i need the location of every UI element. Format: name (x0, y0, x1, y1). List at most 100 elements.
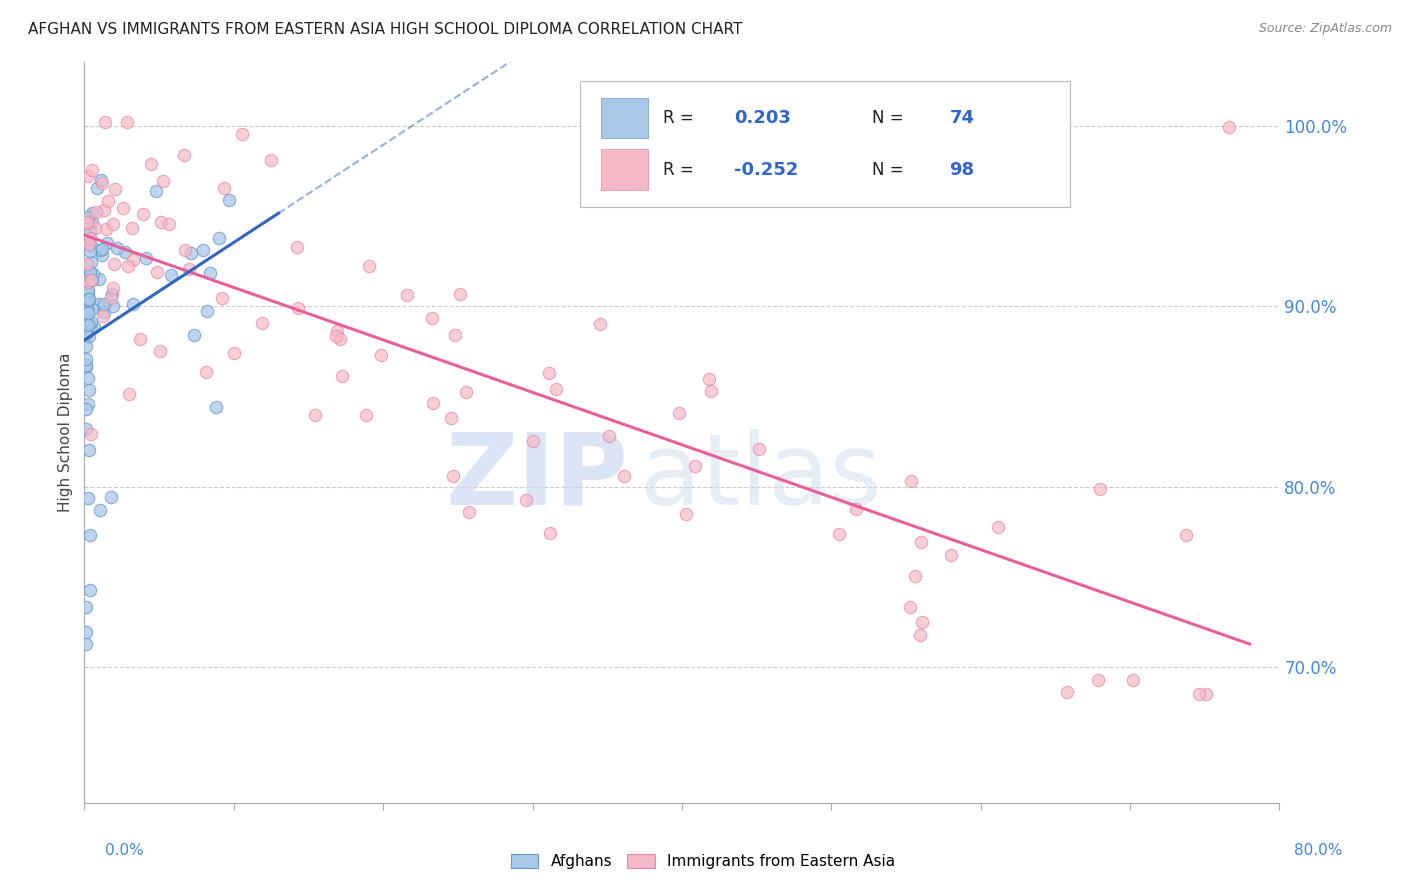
Point (195, 303, 218, 318)
Point (420, 310, 443, 325)
Text: N =: N = (872, 109, 908, 127)
Point (93, 203, 115, 218)
Point (76, 302, 98, 317)
Point (91, 310, 114, 324)
Point (1175, 528, 1198, 542)
Point (90, 173, 112, 187)
Point (76, 216, 98, 230)
Point (900, 475, 922, 489)
Point (77, 305, 100, 319)
Point (441, 468, 464, 483)
Point (675, 508, 697, 522)
Point (538, 526, 561, 541)
Point (82, 214, 104, 228)
Point (1056, 685, 1078, 699)
Point (212, 181, 235, 195)
Point (326, 325, 349, 339)
Point (103, 280, 125, 294)
Point (80, 301, 103, 316)
Text: 0.203: 0.203 (734, 109, 792, 127)
Point (121, 252, 143, 267)
Point (76, 257, 98, 271)
Point (145, 184, 167, 198)
Point (325, 329, 347, 343)
Point (173, 148, 195, 162)
Point (613, 469, 636, 483)
Point (80, 315, 103, 329)
Point (195, 365, 218, 379)
Point (911, 615, 934, 630)
Point (114, 244, 136, 259)
Point (77, 317, 100, 331)
Point (422, 396, 444, 410)
Point (589, 317, 612, 331)
Point (77, 268, 100, 282)
Text: R =: R = (662, 161, 699, 178)
Point (101, 299, 124, 313)
Point (77, 275, 100, 289)
Point (218, 193, 240, 207)
Point (96, 236, 118, 251)
Point (939, 548, 962, 562)
Point (80, 426, 103, 441)
Point (79, 265, 101, 279)
Point (76, 285, 98, 299)
Point (1218, 120, 1240, 135)
Point (75, 360, 97, 375)
Point (77, 328, 100, 343)
Point (76, 267, 98, 281)
Point (370, 348, 392, 362)
Point (1088, 482, 1111, 496)
Point (76, 293, 98, 307)
Text: Source: ZipAtlas.com: Source: ZipAtlas.com (1258, 22, 1392, 36)
Point (697, 372, 720, 386)
Point (1087, 673, 1109, 687)
Point (354, 409, 377, 423)
Point (77, 491, 100, 506)
Point (456, 384, 478, 399)
Point (76, 283, 98, 297)
Point (97, 194, 120, 208)
Point (537, 366, 560, 380)
Point (148, 343, 170, 358)
Point (75, 600, 97, 615)
Point (121, 221, 143, 235)
Y-axis label: High School Diploma: High School Diploma (58, 353, 73, 512)
Point (79, 582, 101, 597)
Text: 0.0%: 0.0% (105, 843, 145, 858)
Point (82, 206, 104, 220)
Point (157, 217, 180, 231)
Point (135, 252, 157, 266)
Point (100, 291, 122, 305)
Legend: Afghans, Immigrants from Eastern Asia: Afghans, Immigrants from Eastern Asia (505, 848, 901, 875)
Point (80, 273, 103, 287)
Point (598, 429, 620, 443)
Point (83, 319, 105, 334)
Point (84, 205, 107, 219)
Point (76, 215, 98, 229)
Point (845, 502, 868, 516)
Bar (600, 150, 648, 190)
Text: AFGHAN VS IMMIGRANTS FROM EASTERN ASIA HIGH SCHOOL DIPLOMA CORRELATION CHART: AFGHAN VS IMMIGRANTS FROM EASTERN ASIA H… (28, 22, 742, 37)
Point (259, 153, 281, 167)
Point (458, 505, 481, 519)
Point (159, 268, 181, 283)
Point (440, 411, 463, 425)
Point (75, 339, 97, 353)
Point (122, 297, 145, 311)
Point (449, 287, 471, 301)
Point (87, 297, 110, 311)
Point (80, 321, 103, 335)
Point (180, 245, 202, 260)
Point (94, 222, 117, 236)
Point (77, 383, 100, 397)
Point (100, 490, 122, 504)
Text: R =: R = (662, 109, 699, 127)
Point (76, 317, 98, 331)
Point (75, 358, 97, 372)
Text: atlas: atlas (640, 428, 882, 525)
Point (79, 528, 101, 542)
Point (89, 503, 111, 517)
Point (76, 371, 98, 385)
Point (287, 301, 309, 315)
